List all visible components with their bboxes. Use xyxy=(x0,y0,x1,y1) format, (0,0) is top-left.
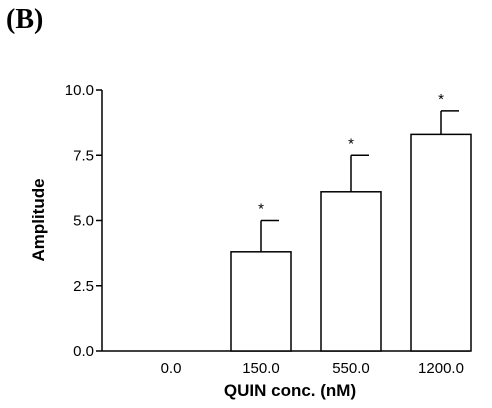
y-tick-label: 10.0 xyxy=(65,82,94,99)
bars xyxy=(230,133,472,352)
significance-markers: * * * xyxy=(258,91,444,218)
bar xyxy=(320,191,382,352)
y-axis-title: Amplitude xyxy=(29,178,48,261)
y-tick-label: 7.5 xyxy=(73,147,94,164)
significance-star: * xyxy=(348,135,354,152)
y-tick-label: 5.0 xyxy=(73,213,94,230)
significance-star: * xyxy=(438,91,444,108)
bar xyxy=(230,251,292,352)
error-bars xyxy=(260,110,459,252)
x-tick-label: 1200.0 xyxy=(418,360,464,377)
x-tick-label: 550.0 xyxy=(332,360,370,377)
x-axis-title: QUIN conc. (nM) xyxy=(224,381,356,400)
x-tick-label: 0.0 xyxy=(161,360,182,377)
y-tick-label: 2.5 xyxy=(73,278,94,295)
x-tick-label: 150.0 xyxy=(242,360,280,377)
x-axis: 0.0 150.0 550.0 1200.0 xyxy=(102,350,470,377)
significance-star: * xyxy=(258,201,264,218)
y-tick-label: 0.0 xyxy=(73,343,94,360)
y-axis: 0.0 2.5 5.0 7.5 10.0 xyxy=(65,82,103,360)
panel-label: (B) xyxy=(6,4,44,35)
bar xyxy=(410,133,472,352)
